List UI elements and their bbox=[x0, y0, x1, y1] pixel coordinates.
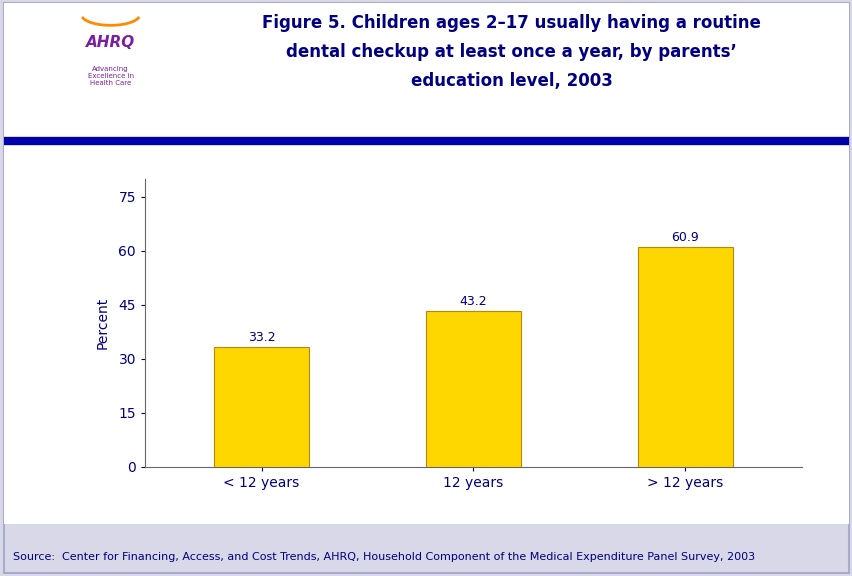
Bar bbox=[76, 9, 145, 130]
Bar bbox=[637, 247, 732, 467]
Bar bbox=[425, 311, 521, 467]
Text: dental checkup at least once a year, by parents’: dental checkup at least once a year, by … bbox=[286, 43, 736, 61]
Text: Source:  Center for Financing, Access, and Cost Trends, AHRQ, Household Componen: Source: Center for Financing, Access, an… bbox=[13, 552, 754, 562]
Text: education level, 2003: education level, 2003 bbox=[411, 72, 612, 90]
Polygon shape bbox=[26, 45, 73, 105]
Text: Figure 5. Children ages 2–17 usually having a routine: Figure 5. Children ages 2–17 usually hav… bbox=[262, 14, 760, 32]
Text: 33.2: 33.2 bbox=[247, 331, 275, 344]
Text: AHRQ: AHRQ bbox=[86, 35, 135, 50]
Bar bbox=[214, 347, 308, 467]
Text: Advancing
Excellence in
Health Care: Advancing Excellence in Health Care bbox=[88, 66, 134, 86]
Circle shape bbox=[20, 36, 78, 90]
Y-axis label: Percent: Percent bbox=[96, 297, 110, 348]
Text: 60.9: 60.9 bbox=[671, 232, 699, 244]
Text: 43.2: 43.2 bbox=[459, 295, 486, 308]
